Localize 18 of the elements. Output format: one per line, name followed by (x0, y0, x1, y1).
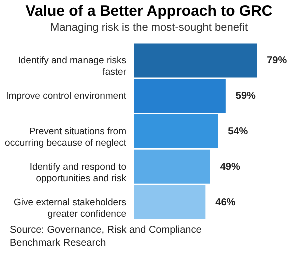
y-tick-label: Identify and manage risks faster (18, 56, 127, 78)
y-tick-label: Give external stakeholders greater confidence (14, 197, 127, 220)
bar (134, 185, 206, 220)
bar (134, 44, 258, 78)
y-tick-label: Identify and respond to opportunities and risk (30, 162, 127, 184)
bar (134, 114, 218, 148)
data-label: 54% (228, 126, 248, 138)
data-label: 46% (216, 197, 236, 208)
bar (134, 79, 226, 114)
data-label: 79% (267, 56, 288, 67)
chart-subtitle: Managing risk is the most-sought benefit (50, 22, 248, 34)
data-label: 59% (236, 91, 256, 102)
annotation: Source: Governance, Risk and Compliance Benchmark Research (10, 224, 203, 250)
data-label: 49% (220, 162, 240, 173)
y-tick-label: Prevent situations from occurring because of neglect (5, 126, 127, 149)
bar (134, 150, 210, 184)
y-tick-label: Improve control environment (6, 91, 127, 102)
chart-title: Value of a Better Approach to GRC (26, 3, 273, 20)
